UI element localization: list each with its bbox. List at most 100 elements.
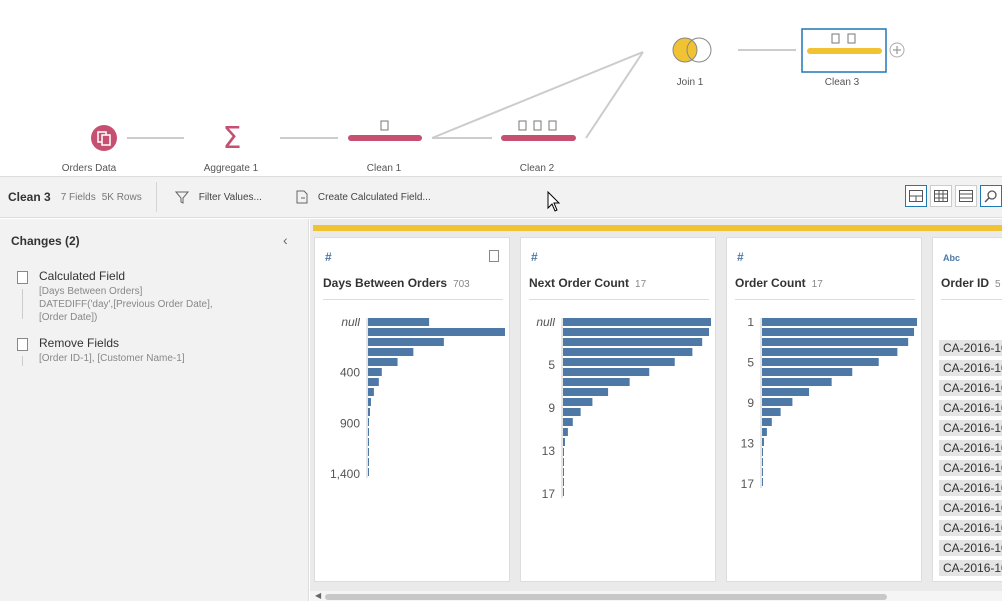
order-id-value[interactable]: CA-2016-10 <box>939 380 1002 396</box>
scroll-left-icon[interactable]: ◀ <box>315 591 322 600</box>
histogram[interactable]: 1 5 9 13 17 <box>727 318 923 538</box>
field-count: 7 Fields <box>60 191 96 203</box>
histogram-bar[interactable] <box>563 378 630 386</box>
order-id-value[interactable]: CA-2016-10 <box>939 540 1002 556</box>
filter-values-button[interactable]: Filter Values... <box>174 190 262 204</box>
histogram-bar[interactable] <box>368 338 444 346</box>
histogram-bar[interactable] <box>762 448 763 456</box>
histogram-bar[interactable] <box>762 378 832 386</box>
histogram-bar[interactable] <box>563 418 573 426</box>
histogram-bar[interactable] <box>563 438 565 446</box>
order-id-value[interactable]: CA-2016-10 <box>939 400 1002 416</box>
order-id-value[interactable]: CA-2016-10 <box>939 500 1002 516</box>
histogram-bar[interactable] <box>762 418 772 426</box>
number-type-icon[interactable]: # <box>325 250 332 264</box>
order-id-value[interactable]: CA-2016-10 <box>939 560 1002 576</box>
histogram-bar[interactable] <box>368 458 369 466</box>
clean-3-node[interactable] <box>801 28 887 73</box>
histogram-bar[interactable] <box>368 388 374 396</box>
histogram-bar[interactable] <box>762 318 917 326</box>
histogram-bar[interactable] <box>368 358 398 366</box>
histogram-bar[interactable] <box>563 428 568 436</box>
number-type-icon[interactable]: # <box>531 250 538 264</box>
histogram-bar[interactable] <box>368 448 369 456</box>
order-id-value[interactable]: CA-2016-10 <box>939 440 1002 456</box>
histogram-bar[interactable] <box>762 478 763 486</box>
histogram-bar[interactable] <box>563 368 650 376</box>
profile-view-button[interactable] <box>905 185 927 207</box>
histogram-bar[interactable] <box>762 358 879 366</box>
histogram-bar[interactable] <box>762 348 898 356</box>
list-view-button[interactable] <box>955 185 977 207</box>
histogram-bar[interactable] <box>563 458 564 466</box>
histogram-bar[interactable] <box>368 328 505 336</box>
histogram-bar[interactable] <box>762 338 909 346</box>
histogram-bar[interactable] <box>368 318 430 326</box>
histogram-bar[interactable] <box>762 398 793 406</box>
string-type-icon[interactable]: Abc <box>943 253 961 263</box>
histogram-bar[interactable] <box>563 448 564 456</box>
histogram-bar[interactable] <box>563 408 581 416</box>
create-calculated-field-button[interactable]: Create Calculated Field... <box>296 190 431 204</box>
horizontal-scrollbar[interactable]: ◀ <box>310 591 1002 601</box>
profile-card-order-count[interactable]: # Order Count 17 1 5 9 13 17 <box>726 237 922 582</box>
collapse-chevron-icon[interactable]: ‹ <box>283 232 288 248</box>
histogram[interactable]: null 400 900 1,400 <box>315 318 511 538</box>
aggregate-sigma-icon[interactable]: Σ <box>223 121 242 156</box>
histogram-bar[interactable] <box>368 438 369 446</box>
histogram-bar[interactable] <box>563 388 609 396</box>
clean-2-node[interactable] <box>501 135 576 141</box>
field-name: Order ID 5 <box>941 276 1001 290</box>
order-id-value[interactable]: CA-2016-10 <box>939 420 1002 436</box>
profile-card-days-between-orders[interactable]: # Days Between Orders 703 null 400 900 1,400 <box>314 237 510 582</box>
order-id-value[interactable]: CA-2016-10 <box>939 360 1002 376</box>
histogram-bar[interactable] <box>762 468 763 476</box>
histogram-bar[interactable] <box>762 368 853 376</box>
histogram-bar[interactable] <box>563 358 675 366</box>
histogram-bar[interactable] <box>563 488 564 496</box>
clean-3-label: Clean 3 <box>824 77 860 88</box>
orders-data-node[interactable] <box>91 125 117 151</box>
histogram-bar[interactable] <box>762 388 810 396</box>
histogram-bar[interactable] <box>563 328 710 336</box>
histogram-tick-label: 400 <box>340 366 360 380</box>
histogram-bar[interactable] <box>563 398 593 406</box>
search-button[interactable] <box>980 185 1002 207</box>
histogram-bar[interactable] <box>762 458 763 466</box>
profile-card-order-id[interactable]: Abc Order ID 5 CA-2016-10 CA-2016-10 CA-201… <box>932 237 1002 582</box>
data-grid-view-button[interactable] <box>930 185 952 207</box>
histogram-bar[interactable] <box>762 428 767 436</box>
histogram-bar[interactable] <box>762 438 764 446</box>
add-step-icon[interactable] <box>889 42 905 58</box>
number-type-icon[interactable]: # <box>737 250 744 264</box>
histogram[interactable]: null 5 9 13 17 <box>521 318 717 538</box>
order-id-value[interactable]: CA-2016-10 <box>939 460 1002 476</box>
histogram-bar[interactable] <box>368 368 382 376</box>
order-id-value[interactable]: CA-2016-10 <box>939 520 1002 536</box>
histogram-bar[interactable] <box>368 428 369 436</box>
histogram-bar[interactable] <box>368 408 370 416</box>
order-id-value[interactable]: CA-2016-10 <box>939 480 1002 496</box>
profile-card-next-order-count[interactable]: # Next Order Count 17 null 5 9 13 17 <box>520 237 716 582</box>
histogram-bar[interactable] <box>368 468 369 476</box>
join-1-node[interactable] <box>672 37 712 63</box>
clean-1-node[interactable] <box>348 135 422 141</box>
histogram-bar[interactable] <box>368 418 369 426</box>
histogram-bar[interactable] <box>762 328 915 336</box>
calculated-field-icon <box>296 190 308 204</box>
create-calculated-field-label: Create Calculated Field... <box>317 191 431 203</box>
histogram-bar[interactable] <box>563 468 564 476</box>
step-color-bar <box>313 225 1002 231</box>
list-icon <box>959 190 973 202</box>
scrollbar-thumb[interactable] <box>325 594 887 600</box>
histogram-bar[interactable] <box>762 408 781 416</box>
histogram-bar[interactable] <box>368 398 371 406</box>
order-id-value[interactable]: CA-2016-10 <box>939 340 1002 356</box>
histogram-bar[interactable] <box>563 338 703 346</box>
histogram-bar[interactable] <box>368 378 379 386</box>
histogram-bar[interactable] <box>563 348 693 356</box>
histogram-bar[interactable] <box>368 348 414 356</box>
flow-connectors: Σ <box>91 28 905 156</box>
histogram-bar[interactable] <box>563 318 711 326</box>
histogram-bar[interactable] <box>563 478 564 486</box>
